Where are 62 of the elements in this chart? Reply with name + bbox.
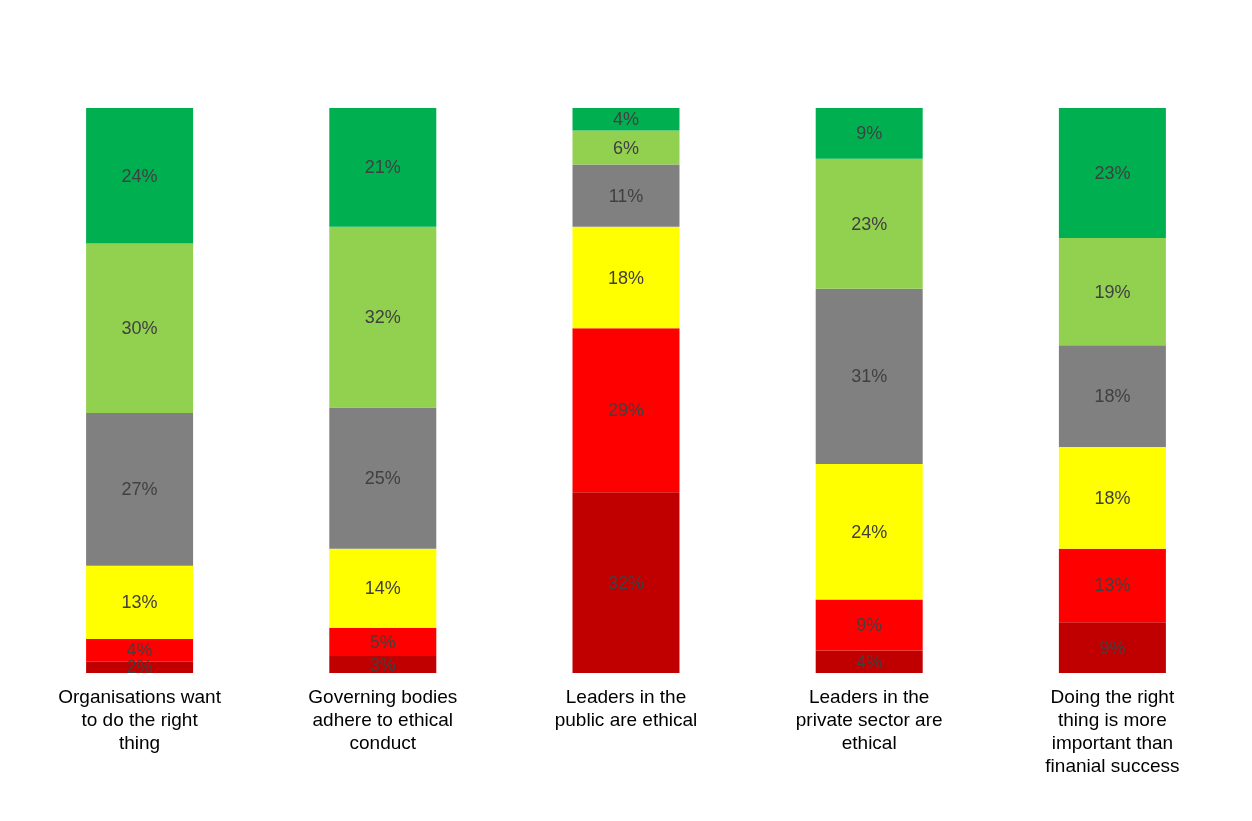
bar bbox=[815, 599, 923, 651]
data-label: 4% bbox=[856, 651, 883, 672]
bar bbox=[329, 108, 437, 227]
data-label: 9% bbox=[1099, 637, 1126, 658]
data-label: 18% bbox=[607, 267, 645, 288]
x-tick-label: Doing the right thing is more important than finanial success bbox=[1045, 686, 1180, 776]
x-tick-label: Organisations want to do the right thing bbox=[58, 686, 222, 753]
bar bbox=[329, 627, 437, 657]
bar bbox=[1058, 447, 1166, 549]
data-label: 14% bbox=[364, 578, 401, 599]
bar bbox=[1058, 548, 1166, 623]
bar bbox=[1058, 345, 1166, 447]
bar bbox=[329, 226, 437, 408]
bar bbox=[815, 288, 923, 464]
bar bbox=[329, 548, 437, 628]
data-label: 21% bbox=[364, 157, 401, 178]
bar bbox=[86, 243, 194, 414]
x-tick-label: Leaders in the public are ethical bbox=[554, 686, 698, 730]
bar bbox=[1058, 622, 1166, 673]
data-label: 13% bbox=[121, 592, 158, 613]
bar bbox=[815, 158, 923, 289]
data-label: 4% bbox=[612, 109, 639, 130]
data-label: 19% bbox=[1094, 281, 1131, 302]
bar bbox=[572, 328, 680, 493]
data-label: 24% bbox=[851, 521, 888, 542]
bar bbox=[86, 565, 194, 640]
bar bbox=[815, 650, 923, 673]
bar bbox=[86, 108, 194, 244]
bar bbox=[572, 164, 680, 227]
data-label: 23% bbox=[851, 213, 888, 234]
bar bbox=[86, 639, 194, 662]
data-label: 11% bbox=[608, 185, 644, 206]
bar bbox=[86, 413, 194, 566]
data-label: 30% bbox=[121, 318, 158, 339]
data-label: 25% bbox=[364, 468, 401, 489]
bar bbox=[572, 226, 680, 329]
data-label: 29% bbox=[607, 400, 645, 421]
data-label: 9% bbox=[856, 123, 883, 144]
bar bbox=[815, 108, 923, 159]
data-label: 6% bbox=[612, 137, 639, 158]
bar bbox=[815, 463, 923, 600]
bar bbox=[572, 492, 680, 673]
bar bbox=[329, 407, 437, 549]
data-label: 9% bbox=[856, 614, 883, 635]
data-label: 31% bbox=[851, 366, 888, 387]
data-label: 23% bbox=[1094, 162, 1131, 183]
bar bbox=[1058, 108, 1166, 238]
data-label: 24% bbox=[121, 165, 158, 186]
x-tick-label: Governing bodies adhere to ethical conduct bbox=[308, 686, 458, 753]
bar bbox=[329, 656, 437, 673]
bar bbox=[1058, 237, 1166, 346]
data-label: 32% bbox=[364, 307, 401, 328]
data-label: 27% bbox=[121, 479, 158, 500]
data-label: 3% bbox=[369, 654, 396, 675]
data-label: 13% bbox=[1094, 575, 1131, 596]
bar bbox=[572, 130, 680, 165]
bar bbox=[572, 108, 680, 131]
x-tick-label: Leaders in the private sector are ethical bbox=[795, 686, 943, 753]
data-label: 18% bbox=[1094, 386, 1131, 407]
data-label: 32% bbox=[607, 572, 645, 593]
data-label: 18% bbox=[1094, 487, 1131, 508]
data-label: 5% bbox=[369, 631, 396, 652]
